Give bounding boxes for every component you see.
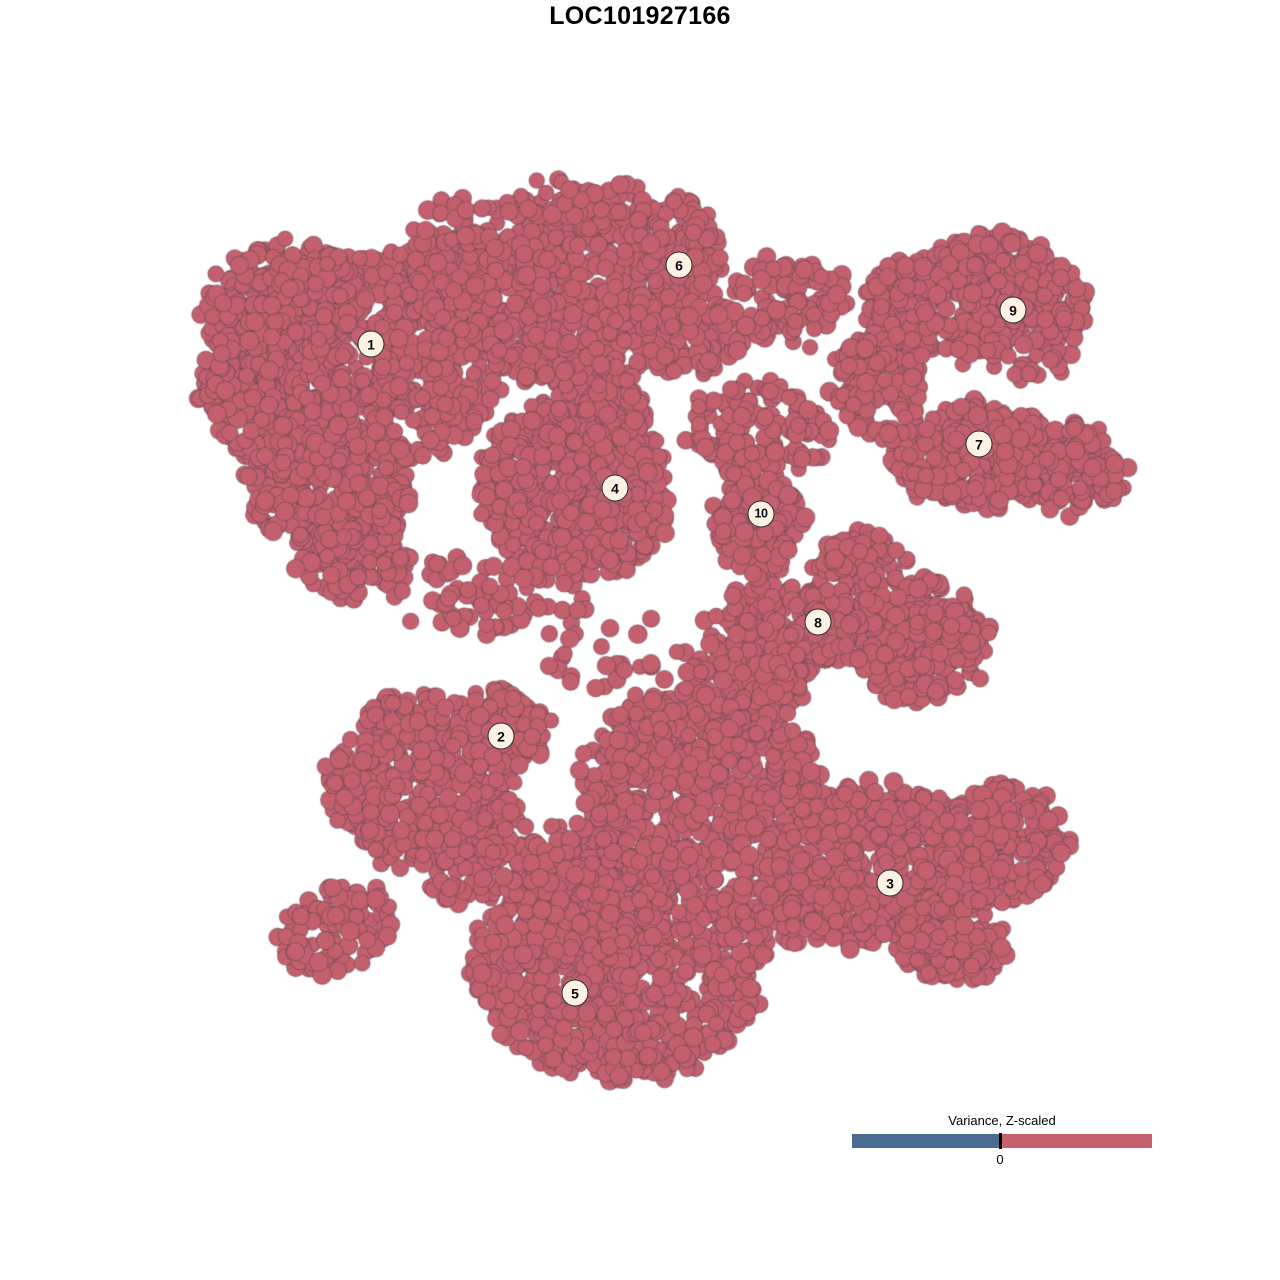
legend-zero-label: 0: [996, 1152, 1004, 1167]
cluster-label-5: 5: [561, 979, 589, 1007]
legend-zero-tick: [999, 1133, 1002, 1149]
legend-colorbar: [852, 1134, 1152, 1148]
cluster-label-4: 4: [601, 474, 629, 502]
cluster-label-10: 10: [747, 500, 775, 528]
cluster-label-2: 2: [487, 722, 515, 750]
legend-title: Variance, Z-scaled: [948, 1113, 1056, 1128]
cluster-label-6: 6: [665, 251, 693, 279]
cluster-label-8: 8: [804, 608, 832, 636]
cluster-label-1: 1: [357, 330, 385, 358]
cluster-label-3: 3: [876, 869, 904, 897]
cluster-label-9: 9: [999, 296, 1027, 324]
cluster-label-7: 7: [965, 430, 993, 458]
